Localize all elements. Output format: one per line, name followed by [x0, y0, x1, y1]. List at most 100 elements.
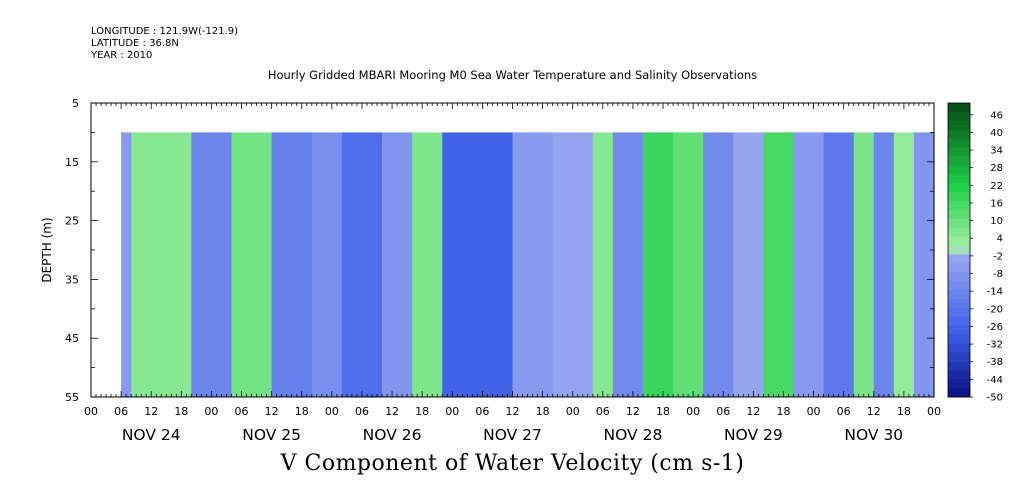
colorbar-swatch — [948, 236, 970, 246]
x-hour-tick-label: 06 — [355, 405, 369, 418]
x-day-label: NOV 28 — [604, 426, 663, 444]
colorbar-swatch — [948, 307, 970, 318]
heatmap-cell — [552, 132, 594, 397]
x-hour-tick-label: 18 — [536, 405, 550, 418]
colorbar-swatch — [948, 370, 970, 380]
colorbar-swatch — [948, 343, 970, 353]
colorbar-swatch — [948, 156, 970, 166]
x-hour-tick-label: 00 — [204, 405, 218, 418]
heatmap-cell — [311, 132, 343, 397]
colorbar-swatch — [948, 183, 970, 193]
colorbar-swatch — [948, 218, 970, 229]
colorbar-swatch — [948, 209, 970, 220]
colorbar-label: -14 — [987, 287, 1003, 298]
colorbar-swatch — [948, 245, 970, 255]
colorbar-label: -44 — [987, 375, 1003, 386]
heatmap-cell — [733, 132, 764, 397]
heatmap-area — [121, 132, 935, 397]
colorbar-label: 28 — [990, 163, 1003, 174]
x-hour-tick-label: 00 — [686, 405, 700, 418]
x-hour-tick-label: 18 — [656, 405, 670, 418]
x-day-label: NOV 30 — [844, 426, 903, 444]
x-hour-tick-label: 00 — [84, 405, 98, 418]
colorbar-label: -2 — [993, 251, 1003, 262]
x-day-label: NOV 27 — [483, 426, 542, 444]
year-label: YEAR : 2010 — [91, 50, 153, 61]
axis-ticks: 00 06 12 18 00 06 12 18 00 06 12 18 00 06 12 18 00 06 12 18… — [40, 97, 941, 444]
heatmap-cell — [893, 132, 915, 397]
chart-title: Hourly Gridded MBARI Mooring M0 Sea Wate… — [267, 68, 758, 82]
colorbar-frame — [947, 102, 971, 398]
colorbar-swatch — [948, 147, 970, 157]
variable-caption: V Component of Water Velocity (cm s-1) — [280, 451, 745, 476]
x-day-label: NOV 29 — [724, 426, 783, 444]
heatmap-cell — [271, 132, 313, 397]
colorbar-label: -38 — [987, 357, 1003, 368]
colorbar-swatch — [948, 263, 970, 273]
x-hour-tick-label: 00 — [566, 405, 580, 418]
heatmap-cell — [231, 132, 273, 397]
colorbar-swatch — [948, 379, 970, 389]
colorbar-label: -32 — [987, 340, 1003, 351]
colorbar-swatch — [948, 103, 970, 113]
x-hour-tick-label: 12 — [506, 405, 520, 418]
colorbar-swatch — [948, 227, 970, 238]
heatmap-cell — [442, 132, 514, 397]
colorbar-swatch — [948, 352, 970, 362]
colorbar-swatch — [948, 111, 970, 122]
x-day-label: NOV 26 — [363, 426, 422, 444]
heatmap-cell — [703, 132, 734, 397]
colorbar-swatch — [948, 388, 970, 398]
x-hour-tick-label: 12 — [867, 405, 881, 418]
y-tick-label: 45 — [65, 332, 79, 345]
colorbar-label: -20 — [987, 304, 1003, 315]
colorbar-swatch — [948, 290, 970, 300]
y-tick-label: 25 — [65, 215, 79, 228]
colorbar-label: -50 — [987, 393, 1003, 404]
heatmap-cell — [853, 132, 875, 397]
x-hour-tick-label: 18 — [295, 405, 309, 418]
colorbar-swatch — [948, 254, 970, 264]
x-hour-tick-label: 12 — [144, 405, 158, 418]
colorbar-swatch — [948, 325, 970, 336]
heatmap-cell — [412, 132, 443, 397]
heatmap-cell — [121, 132, 132, 397]
longitude-label: LONGITUDE : 121.9W(-121.9) — [91, 26, 238, 37]
x-hour-tick-label: 12 — [746, 405, 760, 418]
colorbar-label: 46 — [990, 110, 1003, 121]
x-hour-tick-label: 18 — [415, 405, 429, 418]
y-tick-label: 55 — [65, 391, 79, 404]
latitude-label: LATITUDE : 36.8N — [91, 38, 179, 49]
heatmap-cell — [592, 132, 614, 397]
heatmap-cell — [763, 132, 795, 397]
colorbar-label: 22 — [990, 181, 1003, 192]
x-hour-tick-label: 06 — [475, 405, 489, 418]
heatmap-cell — [382, 132, 413, 397]
colorbar-swatch — [948, 272, 970, 282]
colorbar-swatch — [948, 192, 970, 202]
heatmap-cell — [823, 132, 855, 397]
colorbar-swatch — [948, 361, 970, 371]
x-hour-tick-label: 18 — [897, 405, 911, 418]
colorbar-label: 4 — [997, 234, 1003, 245]
x-hour-tick-label: 00 — [927, 405, 941, 418]
y-tick-label: 15 — [65, 156, 79, 169]
y-tick-label: 35 — [65, 273, 79, 286]
heatmap-cell — [612, 132, 644, 397]
colorbar-label: 34 — [990, 146, 1003, 157]
colorbar-swatch — [948, 174, 970, 184]
x-hour-tick-label: 00 — [445, 405, 459, 418]
x-day-label: NOV 25 — [242, 426, 301, 444]
x-hour-tick-label: 12 — [626, 405, 640, 418]
x-hour-tick-label: 06 — [235, 405, 249, 418]
colorbar-swatch — [948, 165, 970, 175]
x-hour-tick-label: 12 — [265, 405, 279, 418]
colorbar-label: 40 — [990, 128, 1003, 139]
colorbar-swatch — [948, 129, 970, 140]
heatmap-cell — [131, 132, 192, 397]
colorbar-swatch — [948, 120, 970, 131]
colorbar-label: -8 — [993, 269, 1003, 280]
heatmap-cell — [793, 132, 825, 397]
heatmap-cell — [341, 132, 383, 397]
